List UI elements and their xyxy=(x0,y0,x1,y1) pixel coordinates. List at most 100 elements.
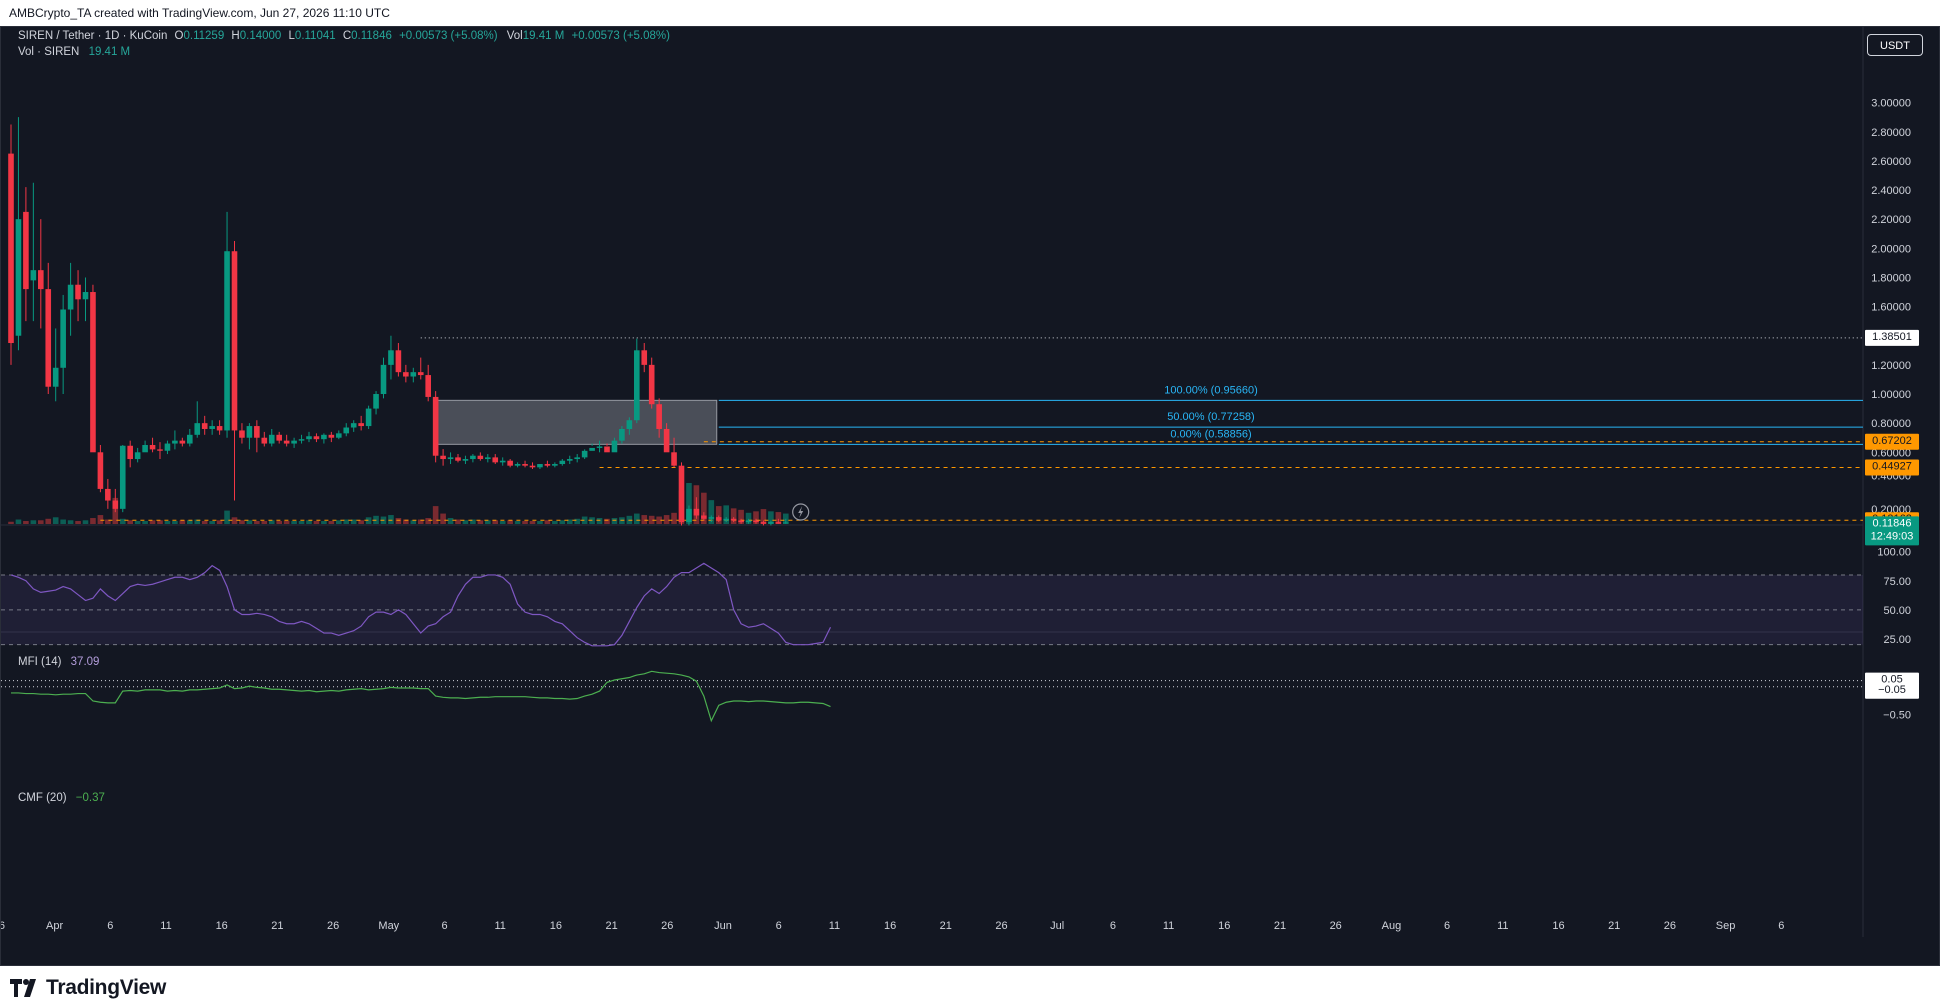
volume-bar xyxy=(447,518,454,524)
candle-body xyxy=(201,423,208,429)
price-label-white: 1.38501 xyxy=(1872,331,1912,343)
candle-body xyxy=(276,434,282,441)
currency-button[interactable]: USDT xyxy=(1867,34,1923,56)
open-label: O xyxy=(174,30,184,42)
candle-body xyxy=(559,460,566,465)
volume-bar xyxy=(417,519,424,524)
tradingview-logo[interactable]: TradingView xyxy=(10,976,166,1000)
candle-body xyxy=(97,452,104,489)
volume-bar xyxy=(201,521,208,524)
candle-body xyxy=(783,522,789,524)
cmf-legend: CMF (20) −0.37 xyxy=(18,792,105,804)
volume-bar xyxy=(388,515,394,524)
volume-bar xyxy=(38,520,44,524)
chart-area[interactable]: 100.00% (0.95660) 50.00% (0.77258) 0.00% (… xyxy=(0,26,1940,966)
vol-label: Vol xyxy=(506,30,523,42)
time-axis-tick: 11 xyxy=(494,920,505,932)
volume-bar xyxy=(283,521,290,524)
candle-body xyxy=(634,350,640,421)
time-axis-tick: 11 xyxy=(829,920,840,932)
price-axis-tick: 3.00000 xyxy=(1871,98,1911,110)
price-label-last: 0.11846 xyxy=(1873,517,1912,529)
volume-bar xyxy=(45,518,52,524)
tradingview-logo-icon xyxy=(10,979,36,997)
alert-icon xyxy=(792,503,810,521)
time-axis-tick: 26 xyxy=(661,920,673,932)
vol-series-value: 19.41 M xyxy=(88,46,131,58)
volume-bar xyxy=(715,506,722,524)
candle-body xyxy=(15,219,22,336)
candle-body xyxy=(82,292,89,300)
time-axis-tick: Jul xyxy=(1050,920,1064,932)
price-axis-tick: 2.00000 xyxy=(1871,243,1911,255)
candle-body xyxy=(179,440,186,444)
volume-bar xyxy=(455,519,461,524)
chart-svg[interactable]: 100.00% (0.95660) 50.00% (0.77258) 0.00% (… xyxy=(0,27,1939,965)
candle-body xyxy=(142,445,148,453)
price-axis-tick: 1.60000 xyxy=(1871,302,1911,314)
candle-body xyxy=(760,522,767,524)
volume-bar xyxy=(134,521,141,524)
candle-body xyxy=(440,455,446,460)
candle-body xyxy=(648,364,655,405)
candle-body xyxy=(522,464,528,466)
vol-change: +0.00573 (+5.08%) xyxy=(571,30,670,42)
volume-bar xyxy=(514,521,521,524)
mfi-label: MFI (14) xyxy=(18,656,62,668)
volume-legend: Vol · SIREN 19.41 M xyxy=(18,46,130,58)
mfi-line xyxy=(10,562,832,647)
volume-bar xyxy=(157,520,163,524)
time-axis-tick: 26 xyxy=(1330,920,1342,932)
candle-body xyxy=(231,251,238,431)
candle-body xyxy=(619,428,625,441)
candle-body xyxy=(477,455,484,460)
volume-bar xyxy=(522,521,528,524)
high-value: 0.14000 xyxy=(239,30,282,42)
cmf-label: CMF (20) xyxy=(18,792,67,804)
candle-body xyxy=(321,434,327,440)
candle-body xyxy=(298,439,305,441)
candle-body xyxy=(432,396,439,456)
candle-body xyxy=(403,372,409,377)
volume-bar xyxy=(321,521,327,524)
time-axis-tick: 21 xyxy=(1274,920,1286,932)
volume-bar xyxy=(254,521,260,524)
volume-bar xyxy=(470,519,476,524)
price-axis-tick: 1.20000 xyxy=(1871,360,1911,372)
price-axis-tick: 1.80000 xyxy=(1871,272,1911,284)
mfi-value: 37.09 xyxy=(70,656,100,668)
price-axis-tick: 0.60000 xyxy=(1871,447,1911,459)
zone-box xyxy=(433,399,718,445)
volume-bar xyxy=(23,521,29,524)
volume-bar xyxy=(105,519,111,524)
volume-bar xyxy=(499,521,506,524)
volume-bar xyxy=(276,521,282,524)
volume-bar xyxy=(209,521,215,524)
low-value: 0.11041 xyxy=(294,30,336,42)
volume-bar xyxy=(634,513,640,524)
volume-bar xyxy=(261,521,268,524)
volume-bar xyxy=(723,505,729,524)
candle-body xyxy=(701,515,707,519)
candle-body xyxy=(112,500,119,509)
volume-bar xyxy=(8,521,14,524)
footer: TradingView xyxy=(0,966,1940,1005)
high-label: H xyxy=(231,30,240,42)
time-axis-tick: Jun xyxy=(714,920,732,932)
candle-body xyxy=(715,517,722,521)
candle-body xyxy=(537,464,543,468)
volume-bar xyxy=(648,515,655,524)
volume-bar xyxy=(492,520,499,524)
time-axis-tick: 16 xyxy=(550,920,562,932)
volume-bar xyxy=(581,516,588,524)
candle-body xyxy=(67,284,74,310)
candle-body xyxy=(306,436,312,440)
cmf-pane xyxy=(1,670,1863,723)
candle-body xyxy=(566,459,573,461)
candle-body xyxy=(254,426,260,438)
volume-bar xyxy=(745,512,752,524)
volume-bar xyxy=(172,521,178,524)
brand-name: TradingView xyxy=(46,976,167,999)
fib-label: 0.00% (0.58856) xyxy=(1170,428,1251,440)
volume-bar xyxy=(768,511,774,524)
